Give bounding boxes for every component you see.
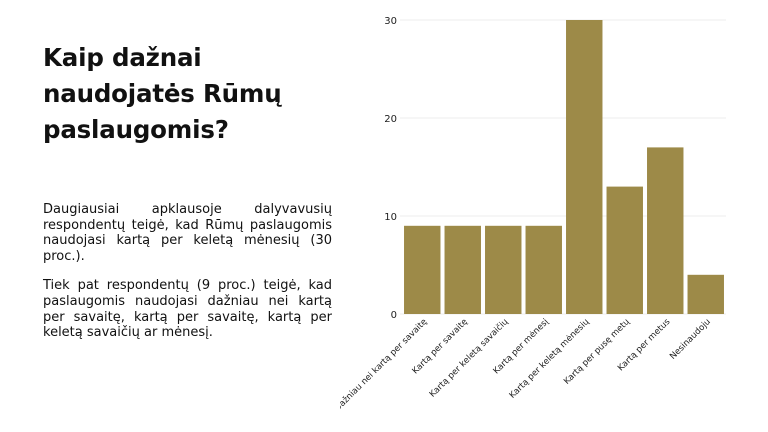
slide-title: Kaip dažnai naudojatės Rūmų paslaugomis? (43, 43, 282, 144)
paragraph-detail: Tiek pat respondentų (9 proc.) teigė, ka… (43, 278, 332, 341)
bar (647, 147, 684, 314)
bar (404, 225, 441, 314)
bar (485, 225, 522, 314)
bar (687, 274, 724, 314)
bar (525, 225, 562, 314)
paragraph-summary: Daugiausiai apklausoje dalyvavusių respo… (43, 202, 332, 264)
y-tick-label: 10 (384, 212, 397, 223)
x-tick-label: Kartą per keletą savaičių (427, 316, 511, 400)
x-tick-label: Kartą per keletą mėnesių (508, 317, 592, 401)
bar (444, 225, 481, 314)
bar (566, 20, 603, 314)
bars (404, 20, 724, 314)
bar-chart: 0 10 20 30 Dažniau nei kartą per savaitęKar… (340, 16, 726, 414)
body-text: Daugiausiai apklausoje dalyvavusių respo… (43, 202, 332, 355)
y-axis-ticks: 0 10 20 30 (384, 16, 397, 321)
x-tick-label: Nesinaudoju (668, 317, 713, 362)
x-tick-label: Kartą per pusę metų (562, 317, 632, 387)
y-tick-label: 0 (391, 310, 397, 321)
y-tick-label: 20 (384, 114, 397, 125)
bar (606, 186, 643, 314)
y-tick-label: 30 (384, 16, 397, 27)
